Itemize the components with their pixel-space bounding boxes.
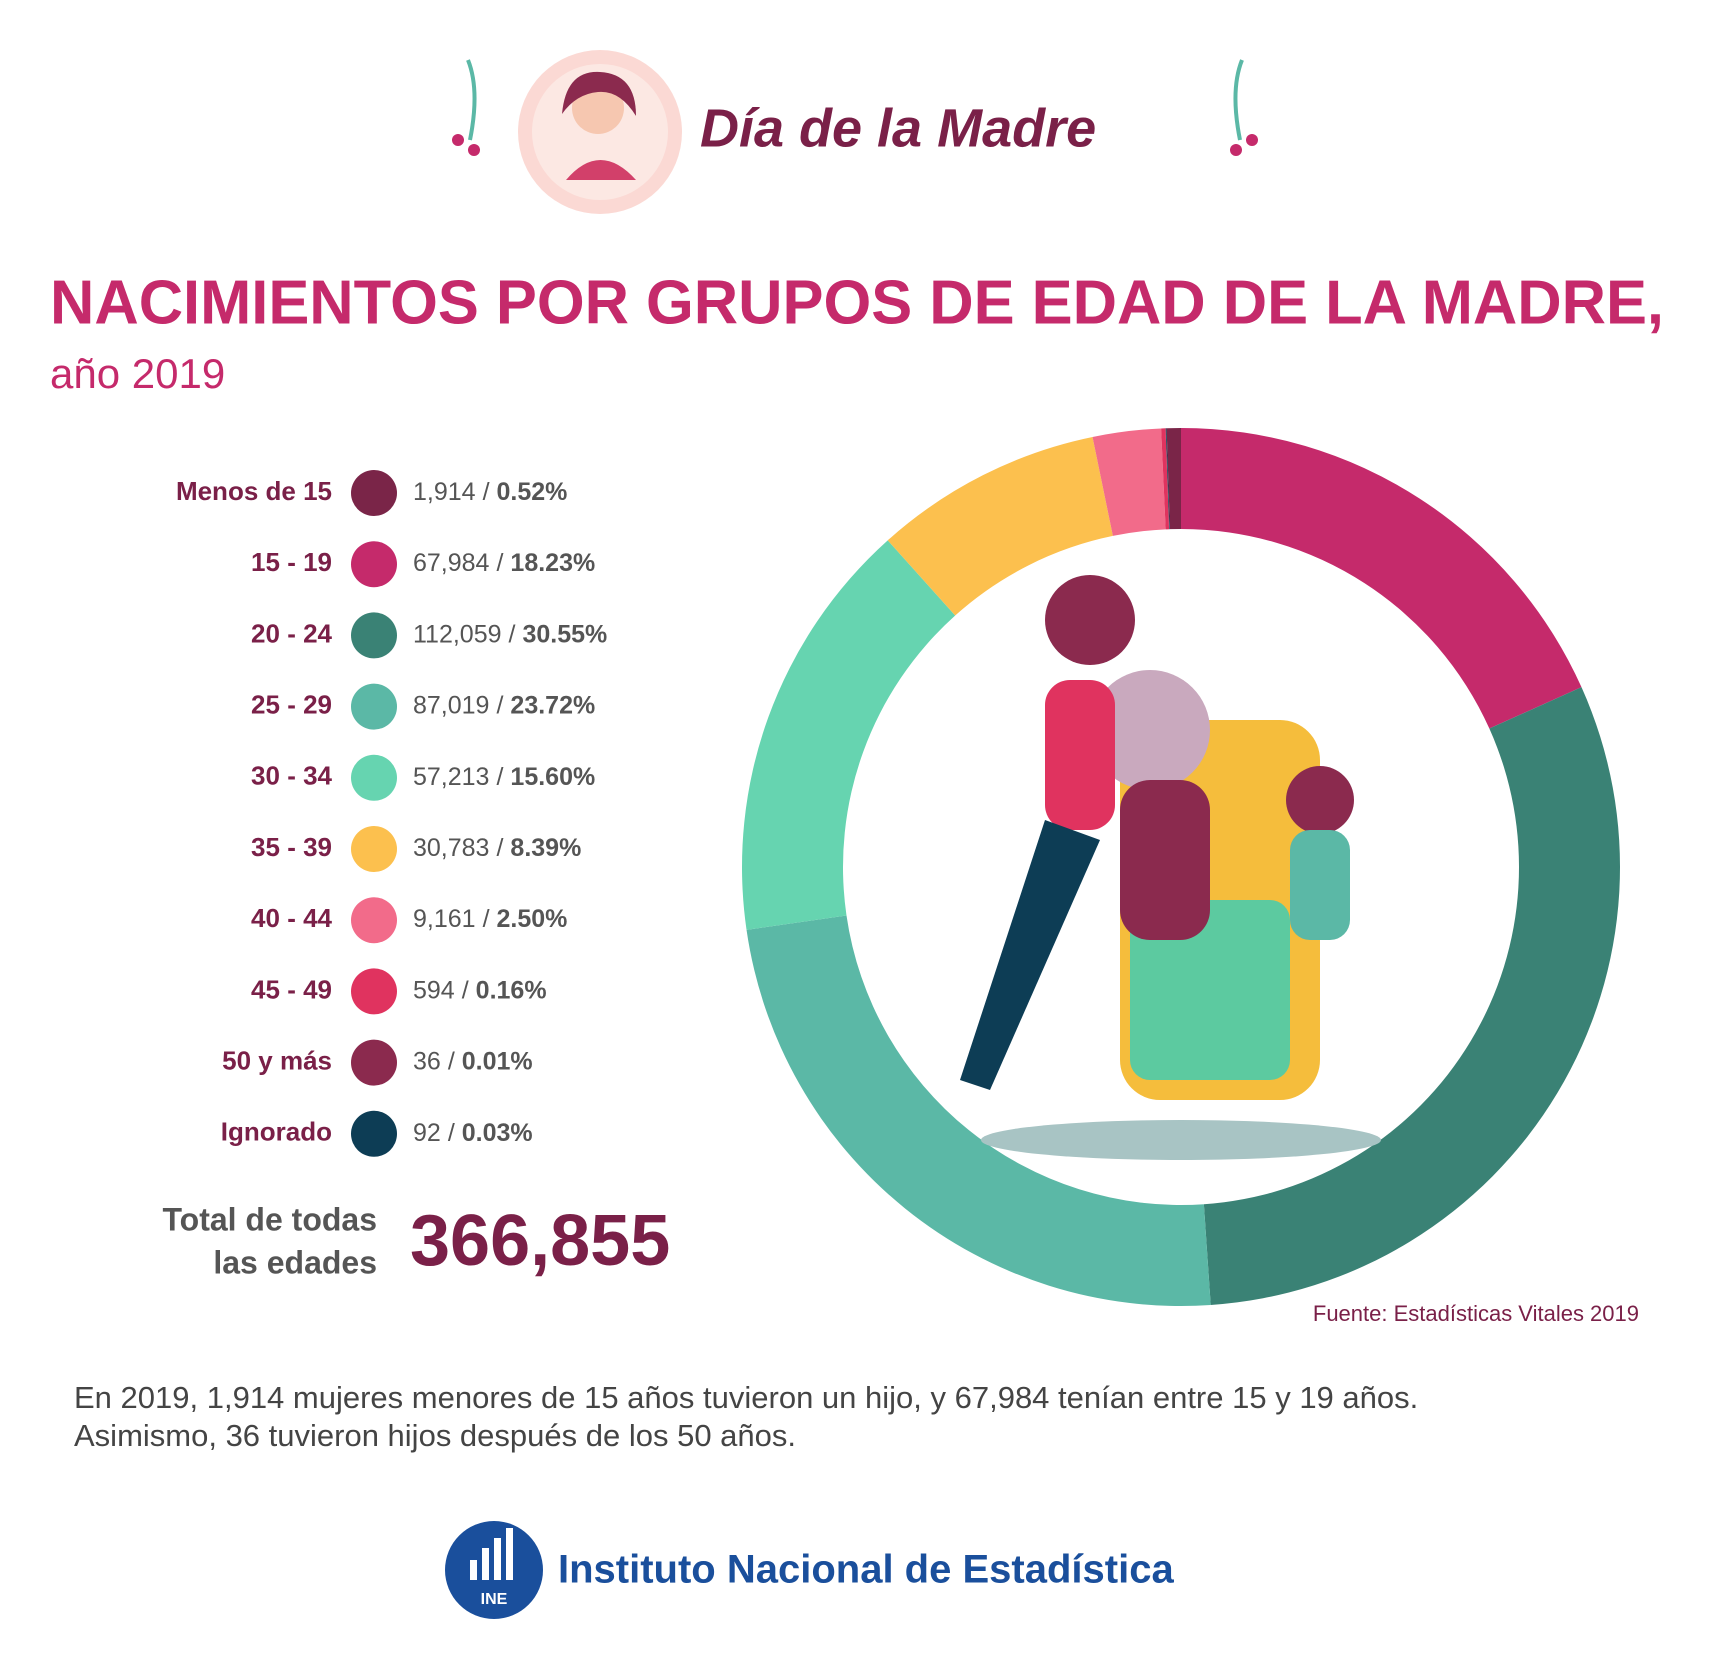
- legend-value: 36/0.01%: [413, 1047, 533, 1075]
- percent-label: 30.55%: [522, 620, 607, 648]
- legend-label: 45 - 49: [251, 974, 332, 1004]
- banner-title: Día de la Madre: [700, 98, 1096, 158]
- separator: /: [496, 762, 503, 790]
- total-title: Total de todas: [162, 1201, 377, 1237]
- illustration: [960, 575, 1381, 1160]
- count-label: 92: [413, 1118, 441, 1146]
- separator: /: [509, 620, 516, 648]
- legend-value: 92/0.03%: [413, 1118, 533, 1146]
- percent-label: 18.23%: [510, 549, 595, 577]
- percent-label: 0.03%: [462, 1118, 533, 1146]
- footer-logo: [445, 1521, 543, 1619]
- percent-label: 2.50%: [497, 905, 568, 933]
- summary-line: Asimismo, 36 tuvieron hijos después de l…: [74, 1418, 796, 1453]
- legend-dot: [351, 470, 397, 516]
- legend-label: Menos de 15: [176, 476, 332, 506]
- legend-label: 40 - 44: [251, 903, 332, 933]
- count-label: 30,783: [413, 834, 489, 862]
- legend-value: 30,783/8.39%: [413, 834, 581, 862]
- legend-value: 57,213/15.60%: [413, 762, 595, 790]
- percent-label: 0.52%: [497, 478, 568, 506]
- separator: /: [462, 976, 469, 1004]
- chart-title: NACIMIENTOS POR GRUPOS DE EDAD DE LA MAD…: [50, 268, 1664, 337]
- percent-label: 0.16%: [476, 976, 547, 1004]
- total-value: 366,855: [410, 1201, 670, 1281]
- count-label: 594: [413, 976, 455, 1004]
- donut-slice: [1166, 428, 1181, 530]
- legend-value: 9,161/2.50%: [413, 905, 567, 933]
- legend-dot: [351, 897, 397, 944]
- legend-dot: [351, 826, 397, 872]
- separator: /: [483, 478, 490, 506]
- donut-slice: [1165, 428, 1170, 530]
- legend-label: 35 - 39: [251, 832, 332, 862]
- percent-label: 0.01%: [462, 1047, 533, 1075]
- banner-icon: [452, 50, 1258, 214]
- legend-label: Ignorado: [221, 1117, 332, 1147]
- legend-value: 87,019/23.72%: [413, 691, 595, 719]
- legend-dot: [351, 541, 397, 588]
- separator: /: [496, 691, 503, 719]
- separator: /: [496, 549, 503, 577]
- legend-dot: [351, 754, 397, 801]
- legend-value: 67,984/18.23%: [413, 549, 595, 577]
- donut-slice: [887, 437, 1113, 616]
- count-label: 112,059: [413, 620, 502, 648]
- legend-label: 25 - 29: [251, 689, 332, 719]
- separator: /: [448, 1047, 455, 1075]
- legend-dot: [351, 1039, 397, 1086]
- donut-slice: [742, 540, 956, 930]
- total-title: las edades: [213, 1244, 377, 1280]
- separator: /: [483, 905, 490, 933]
- legend-label: 30 - 34: [251, 761, 332, 791]
- donut-slice: [746, 915, 1211, 1306]
- footer-logo-text: INE: [481, 1591, 508, 1608]
- legend-label: 50 y más: [222, 1045, 332, 1075]
- separator: /: [448, 1118, 455, 1146]
- legend-dot: [351, 612, 397, 659]
- legend-label: 15 - 19: [251, 547, 332, 577]
- count-label: 1,914: [413, 478, 476, 506]
- legend-dot: [351, 968, 397, 1015]
- chart-subtitle: año 2019: [50, 350, 225, 397]
- source: Fuente: Estadísticas Vitales 2019: [1313, 1301, 1639, 1326]
- percent-label: 15.60%: [510, 762, 595, 790]
- footer-org: Instituto Nacional de Estadística: [558, 1548, 1174, 1592]
- legend-value: 1,914/0.52%: [413, 478, 567, 506]
- count-label: 36: [413, 1047, 441, 1075]
- donut-slice: [1165, 428, 1170, 530]
- count-label: 9,161: [413, 905, 476, 933]
- count-label: 87,019: [413, 691, 489, 719]
- separator: /: [496, 834, 503, 862]
- count-label: 57,213: [413, 762, 489, 790]
- legend-value: 112,059/30.55%: [413, 620, 607, 648]
- donut-slice: [1203, 687, 1620, 1305]
- donut-slice: [1092, 428, 1166, 536]
- percent-label: 8.39%: [510, 834, 581, 862]
- legend-dot: [351, 683, 397, 730]
- donut-slice: [1161, 428, 1170, 530]
- donut-slice: [1181, 428, 1582, 729]
- summary-line: En 2019, 1,914 mujeres menores de 15 año…: [74, 1380, 1418, 1415]
- legend-label: 20 - 24: [251, 618, 332, 648]
- legend-value: 594/0.16%: [413, 976, 547, 1004]
- percent-label: 23.72%: [510, 691, 595, 719]
- count-label: 67,984: [413, 549, 490, 577]
- legend-dot: [351, 1110, 397, 1157]
